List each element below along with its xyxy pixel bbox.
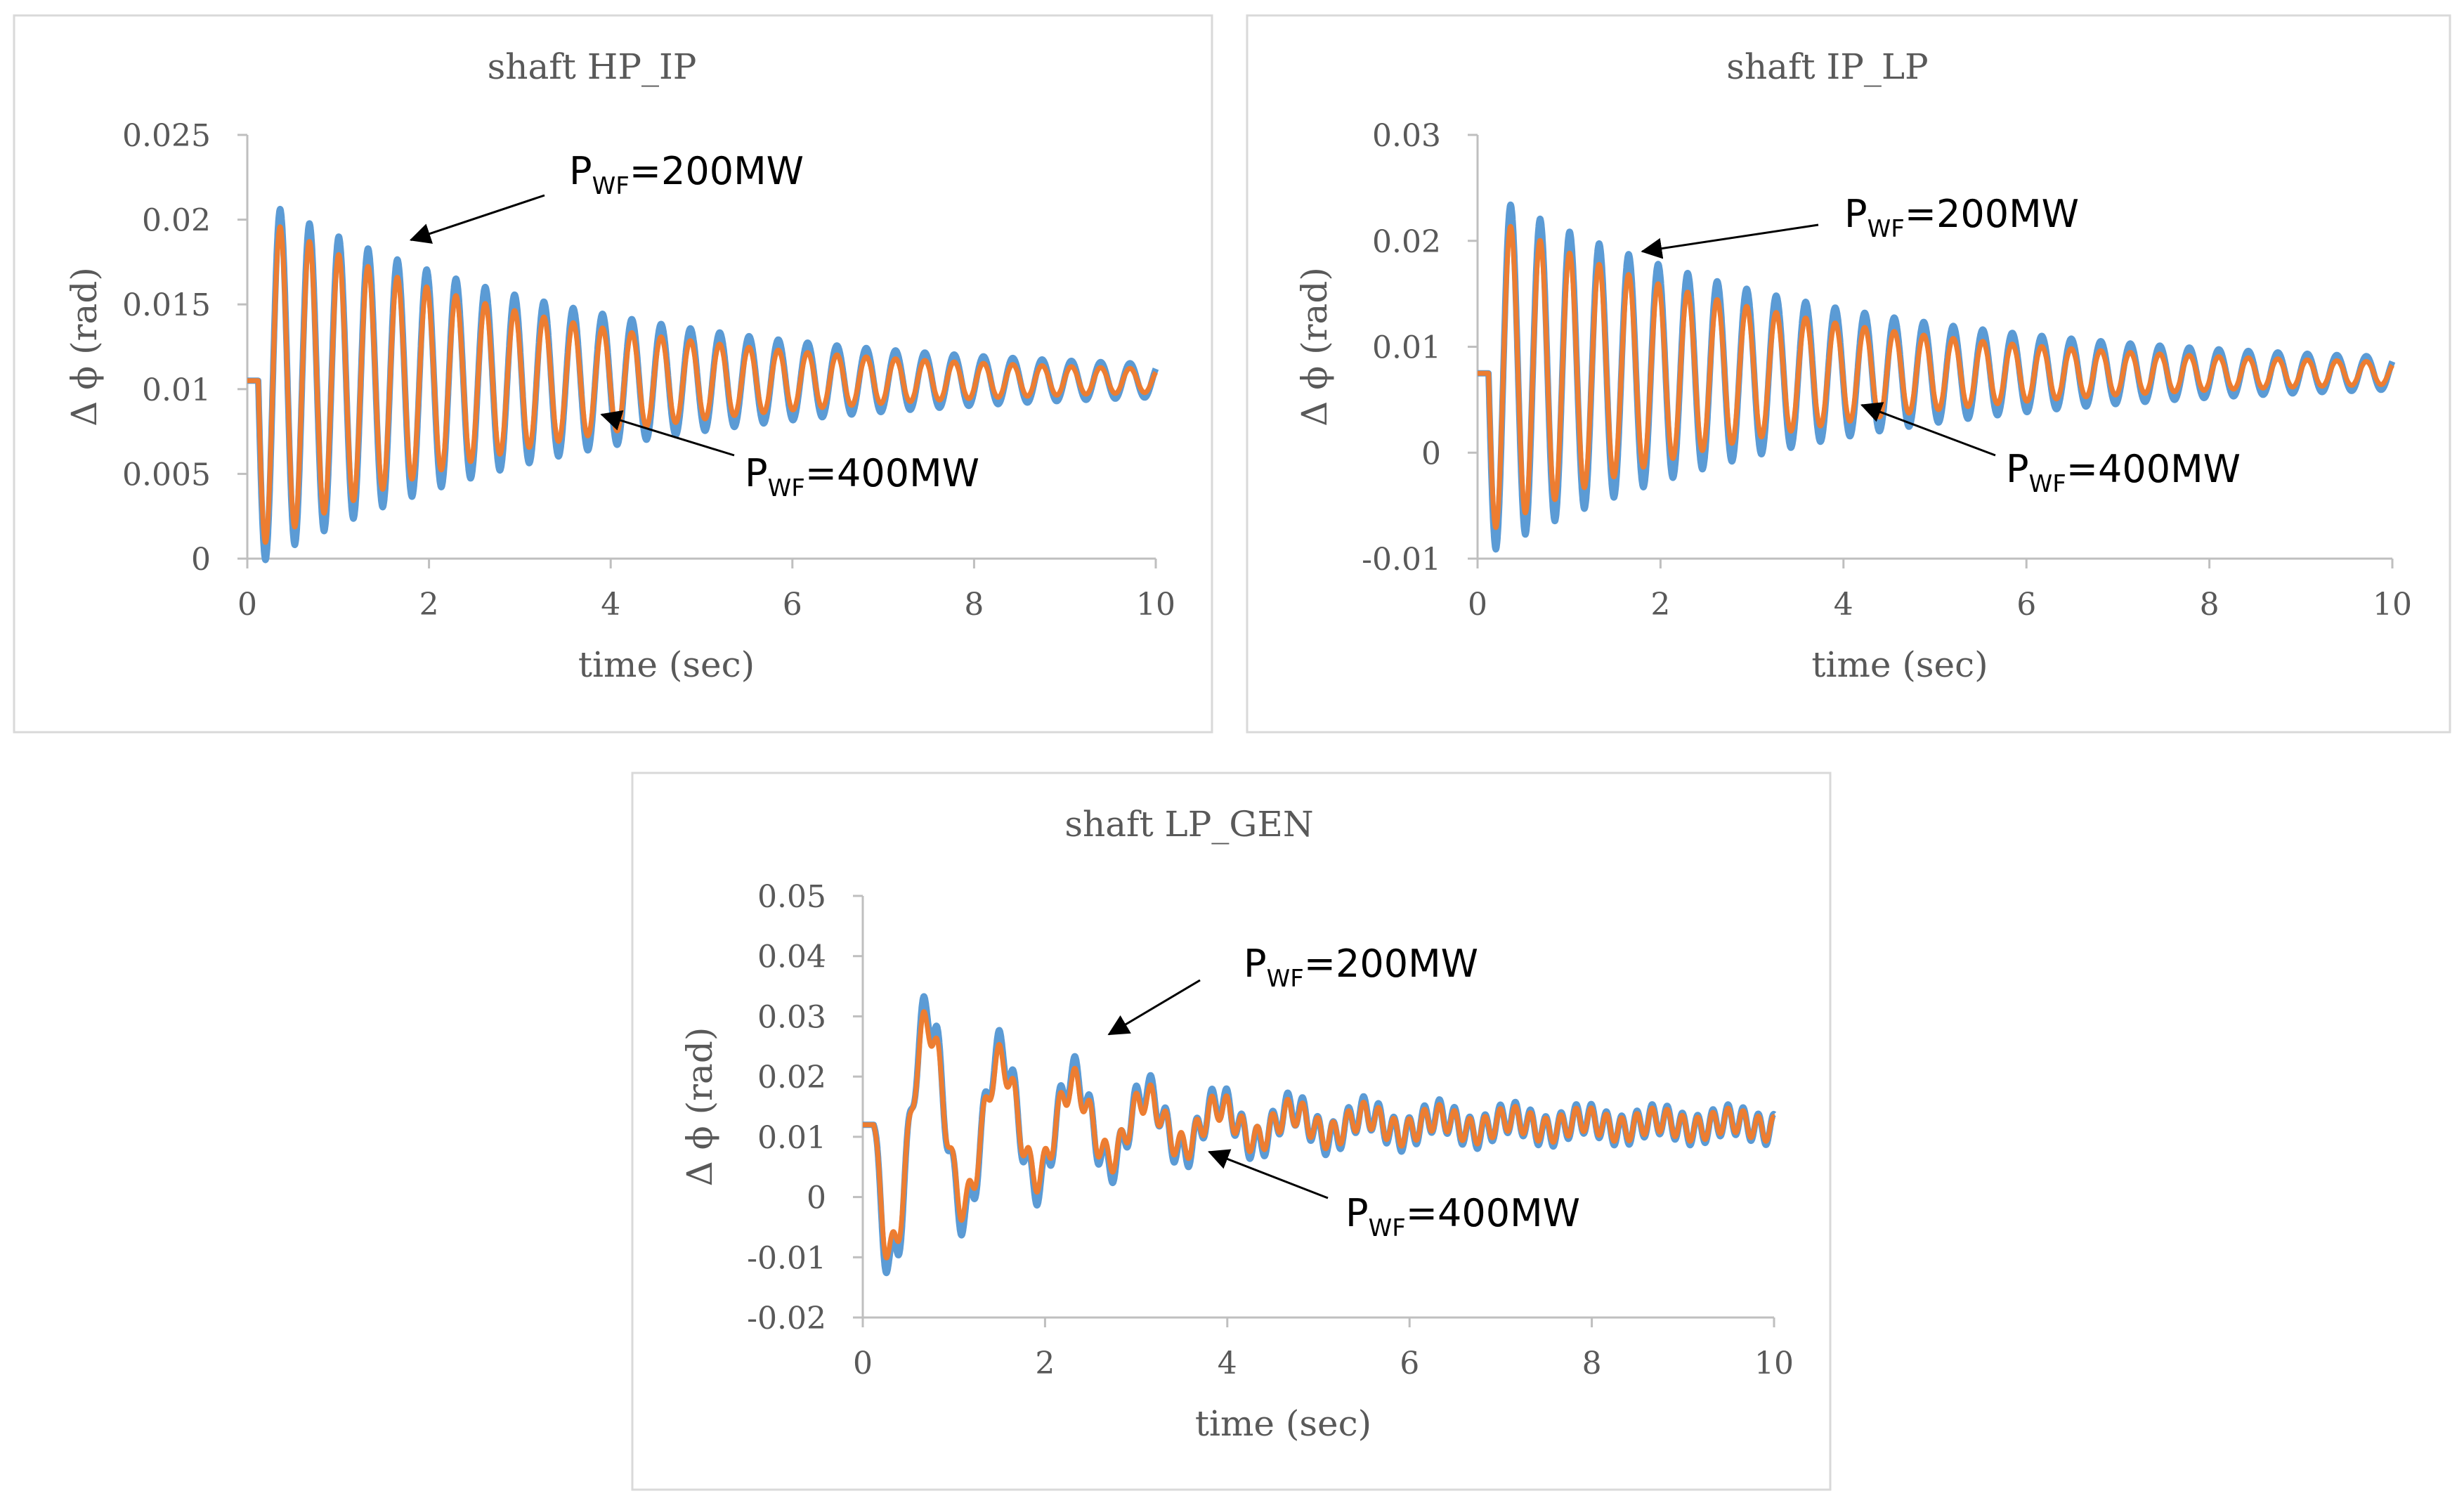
chart-frame (1246, 14, 2451, 734)
y-tick-label: 0.05 (757, 879, 826, 915)
y-tick-label: 0.025 (122, 118, 211, 154)
x-tick-label: 8 (2200, 587, 2219, 623)
y-axis-label: Δ ϕ (rad) (1294, 267, 1335, 427)
x-tick-label: 10 (1754, 1346, 1794, 1381)
y-tick-label: -0.01 (747, 1240, 826, 1276)
y-tick-label: 0 (1421, 436, 1441, 471)
x-tick-label: 2 (1650, 587, 1670, 623)
x-tick-label: 6 (2016, 587, 2036, 623)
x-tick-label: 8 (1582, 1346, 1602, 1381)
y-tick-label: 0.005 (122, 457, 211, 493)
y-axis-label: Δ ϕ (rad) (679, 1027, 720, 1187)
x-tick-label: 0 (853, 1346, 873, 1381)
x-tick-label: 4 (601, 587, 620, 623)
x-tick-label: 0 (1468, 587, 1487, 623)
annotation-label: PWF=400MW (745, 451, 979, 502)
y-axis-label: Δ ϕ (rad) (64, 267, 105, 427)
chart-title: shaft HP_IP (488, 46, 697, 87)
y-tick-label: -0.02 (747, 1301, 826, 1336)
chart-panel-3: shaft LP_GEN -0.02 -0.01 0 0.01 0.02 0.03 0.04 0… (631, 772, 1832, 1491)
chart-title: shaft IP_LP (1726, 46, 1928, 87)
y-tick-label: 0.02 (142, 203, 211, 239)
x-axis-label: time (sec) (1811, 644, 1988, 685)
series-line-400mw (860, 1009, 1777, 1261)
x-tick-label: 4 (1834, 587, 1853, 623)
x-tick-label: 2 (419, 587, 439, 623)
y-tick-label: 0.03 (757, 999, 826, 1035)
x-axis-label: time (sec) (578, 644, 755, 685)
chart-title: shaft LP_GEN (1064, 804, 1313, 845)
y-tick-label: 0.015 (122, 287, 211, 323)
y-tick-label: 0 (807, 1180, 826, 1216)
x-tick-label: 10 (2373, 587, 2412, 623)
x-axis-label: time (sec) (1195, 1403, 1371, 1444)
x-tick-label: 4 (1218, 1346, 1237, 1381)
series-line-400mw (245, 224, 1159, 545)
x-tick-label: 2 (1035, 1346, 1055, 1381)
annotation-label: PWF=400MW (1345, 1191, 1580, 1242)
y-tick-label: 0.02 (1372, 224, 1441, 260)
y-tick-label: 0.04 (757, 939, 826, 975)
annotation-arrow (1207, 1149, 1329, 1199)
annotation-arrow (409, 194, 545, 244)
annotation-label: PWF=200MW (569, 149, 804, 200)
x-tick-label: 8 (964, 587, 984, 623)
series-line-400mw (1475, 223, 2395, 531)
y-tick-label: 0.01 (1372, 330, 1441, 366)
x-tick-label: 6 (783, 587, 802, 623)
annotation-label: PWF=200MW (1244, 942, 1478, 993)
chart-panel-1: shaft HP_IP 0 0.005 0.01 0.015 0.02 0.025 0 2 4 6 8… (13, 14, 1213, 734)
chart-panel-2: shaft IP_LP -0.01 0 0.01 0.02 0.03 0 2 4 6 8 10 time… (1246, 14, 2451, 734)
chart-frame (13, 14, 1213, 734)
y-tick-label: 0.01 (757, 1120, 826, 1156)
y-tick-label: 0.01 (142, 372, 211, 408)
annotation-label: PWF=200MW (1844, 192, 2079, 243)
y-tick-label: 0.02 (757, 1060, 826, 1095)
y-tick-label: -0.01 (1362, 542, 1441, 578)
x-tick-label: 6 (1400, 1346, 1419, 1381)
y-tick-label: 0.03 (1372, 118, 1441, 154)
x-tick-label: 10 (1136, 587, 1175, 623)
annotation-arrow (1641, 223, 1819, 259)
annotation-label: PWF=400MW (2006, 447, 2241, 498)
x-tick-label: 0 (237, 587, 257, 623)
annotation-arrow (600, 410, 735, 457)
annotation-arrow (1107, 979, 1201, 1036)
annotation-arrow (1860, 402, 1996, 457)
y-tick-label: 0 (191, 542, 211, 578)
